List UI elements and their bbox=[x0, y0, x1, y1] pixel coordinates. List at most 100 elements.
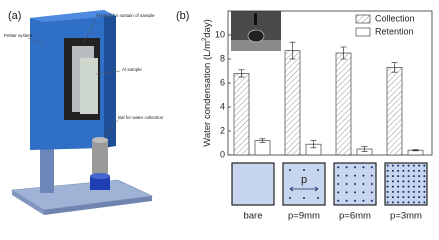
pattern-dot bbox=[423, 196, 426, 199]
pattern-dot bbox=[423, 175, 426, 178]
pattern-dot bbox=[402, 164, 405, 167]
error-bar bbox=[238, 69, 245, 78]
pattern-dot bbox=[337, 166, 340, 169]
pattern-dot bbox=[418, 180, 421, 183]
legend-swatch bbox=[355, 27, 371, 37]
pattern-dot bbox=[407, 190, 410, 193]
diagram-label: Peltier system bbox=[4, 33, 33, 38]
error-bar bbox=[259, 138, 266, 143]
pattern-dot bbox=[407, 196, 410, 199]
pattern-dot bbox=[418, 169, 421, 172]
error-bar bbox=[340, 46, 347, 60]
pattern-dot bbox=[289, 169, 291, 171]
pattern-dot bbox=[337, 199, 340, 202]
pattern-dot bbox=[386, 185, 389, 188]
figure: (a) Peltier system Al block for sustain … bbox=[4, 10, 433, 222]
y-tick-label: 0 bbox=[220, 149, 225, 159]
pattern-dot bbox=[370, 183, 373, 185]
panel-label: (a) bbox=[8, 10, 21, 22]
legend-swatch bbox=[355, 14, 371, 24]
pattern-dot bbox=[317, 169, 319, 171]
error-bar bbox=[310, 140, 317, 149]
pattern-dot bbox=[303, 197, 305, 199]
x-tick-label: p=6mm bbox=[339, 211, 371, 222]
pattern-dot bbox=[337, 183, 340, 185]
pattern-dot bbox=[423, 164, 426, 167]
pattern-dot bbox=[412, 190, 415, 193]
pattern-dot bbox=[370, 166, 373, 169]
y-tick-label: 4 bbox=[220, 101, 225, 111]
pattern-dot bbox=[386, 190, 389, 193]
pattern-image bbox=[384, 162, 428, 206]
pattern-image bbox=[231, 162, 275, 206]
error-bar bbox=[412, 149, 419, 152]
pattern-dot bbox=[362, 199, 365, 202]
pattern-dot bbox=[397, 201, 400, 204]
pattern-dot bbox=[386, 201, 389, 204]
pattern-dot bbox=[345, 166, 348, 169]
pattern-dot bbox=[391, 169, 394, 172]
error-bar bbox=[391, 62, 398, 73]
y-label-superscript: 2 bbox=[202, 37, 208, 41]
bar bbox=[386, 67, 403, 156]
pattern-dot bbox=[391, 190, 394, 193]
pattern-dot bbox=[354, 199, 356, 202]
y-label-part: day) bbox=[202, 19, 213, 37]
pattern-dot bbox=[354, 183, 356, 185]
pattern-dot bbox=[407, 201, 410, 204]
pattern-dot bbox=[370, 199, 373, 202]
pattern-dot bbox=[386, 175, 389, 178]
pattern-dot bbox=[418, 175, 421, 178]
pattern-dot bbox=[407, 185, 410, 188]
pitch-arrow-head bbox=[314, 186, 319, 190]
pattern-dot bbox=[362, 174, 365, 177]
pattern-dot bbox=[407, 175, 410, 178]
pattern-dot bbox=[370, 191, 373, 194]
pattern-dot bbox=[345, 199, 348, 202]
pattern-dot bbox=[418, 164, 421, 167]
pattern-dot bbox=[418, 196, 421, 199]
pattern-dot bbox=[402, 180, 405, 183]
pattern-dot bbox=[391, 201, 394, 204]
y-tick-label: 6 bbox=[220, 77, 225, 87]
pattern-dot bbox=[402, 175, 405, 178]
pattern-dot bbox=[391, 196, 394, 199]
y-tick-label: 8 bbox=[220, 53, 225, 63]
pattern-dot bbox=[345, 174, 348, 177]
legend-label: Collection bbox=[375, 13, 415, 23]
pattern-dot bbox=[412, 201, 415, 204]
x-tick-label: bare bbox=[243, 211, 262, 222]
pattern-dot bbox=[354, 166, 356, 169]
pattern-dot bbox=[418, 201, 421, 204]
pattern-dot bbox=[397, 169, 400, 172]
pattern-pitch-label: p bbox=[301, 174, 307, 186]
pattern-dot bbox=[386, 164, 389, 167]
pattern-dot bbox=[362, 191, 365, 194]
diagram-label: Al block for sustain of sample bbox=[96, 13, 155, 18]
pattern-dot bbox=[386, 196, 389, 199]
bar bbox=[335, 52, 352, 156]
pattern-dot bbox=[345, 191, 348, 194]
droplet-photo bbox=[231, 11, 281, 51]
error-bar bbox=[289, 41, 296, 60]
pattern-dot bbox=[412, 196, 415, 199]
pattern-dot bbox=[402, 185, 405, 188]
y-axis-label: Water condensation (L/m2day) bbox=[202, 19, 213, 147]
pattern-dot bbox=[397, 185, 400, 188]
pattern-dot bbox=[407, 169, 410, 172]
y-label-part: Water condensation (L/m bbox=[202, 41, 213, 147]
pitch-arrow-head bbox=[314, 188, 319, 192]
bar bbox=[254, 140, 271, 156]
pattern-dot bbox=[397, 180, 400, 183]
pattern-dot bbox=[337, 174, 340, 177]
pattern-dot bbox=[317, 197, 319, 199]
pattern-dot bbox=[391, 185, 394, 188]
pattern-dot bbox=[407, 180, 410, 183]
pattern-dot bbox=[423, 180, 426, 183]
pattern-dot bbox=[354, 174, 356, 177]
y-tick-label: 2 bbox=[220, 125, 225, 135]
pattern-dot bbox=[412, 180, 415, 183]
device-diagram bbox=[11, 10, 154, 215]
pattern-dot bbox=[391, 180, 394, 183]
